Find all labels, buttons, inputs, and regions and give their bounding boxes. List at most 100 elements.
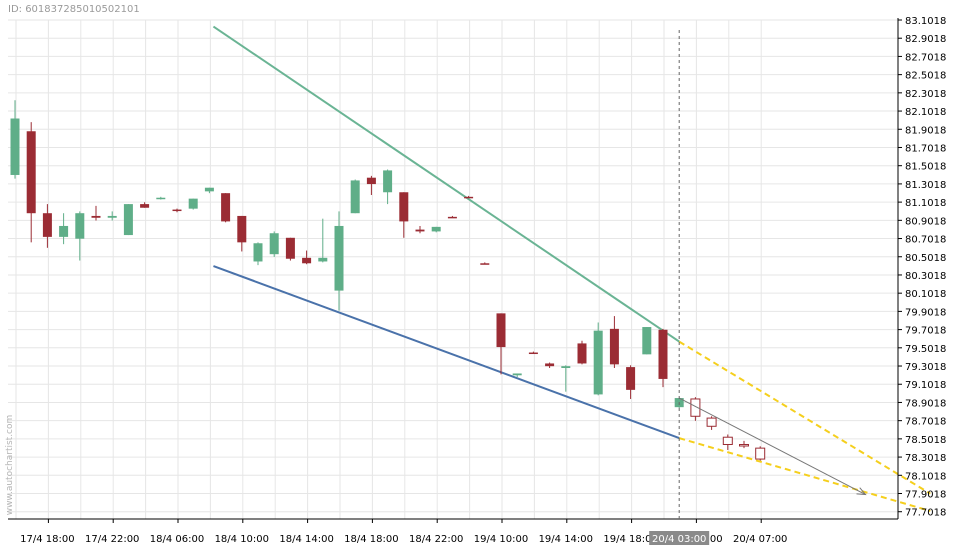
candle-body [447,216,457,219]
y-tick-label: 81.5018 [905,162,946,173]
support-line [213,265,680,440]
projected-candle-body [755,447,766,460]
y-tick-label: 83.1018 [905,16,946,27]
y-tick-label: 78.5018 [905,435,946,446]
x-tick-label: 18/4 06:00 [150,534,204,545]
x-tick-label: 17/4 18:00 [20,534,74,545]
y-tick-label: 78.3018 [905,453,946,464]
y-tick-label: 80.9018 [905,216,946,227]
y-tick-label: 79.3018 [905,362,946,373]
candle-body [496,313,506,348]
y-tick-label: 79.7018 [905,326,946,337]
candle-body [188,198,198,209]
candle-body [609,328,619,365]
y-tick-label: 81.3018 [905,180,946,191]
x-tick-label: 20/4 07:00 [733,534,787,545]
candle-body [464,196,474,199]
y-tick-label: 80.5018 [905,253,946,264]
candle-body [545,363,555,367]
candle-body [221,193,231,222]
candle-body [350,180,360,214]
pattern-id-label: ID: 601837285010502101 [8,4,140,15]
candle-body [253,243,263,262]
x-tick-label: 19/4 18:00 [603,534,657,545]
candle-body [269,233,279,255]
candle-body [172,209,182,212]
candle-body [302,257,312,264]
candle-body [399,192,409,222]
axes: 83.1018 82.9018 82.7018 82.5018 82.3018 82.10… [8,16,946,545]
candle-body [75,213,85,239]
candle-body [237,215,247,243]
candle-body [577,343,587,364]
candle-body [107,215,117,218]
support-projection-line [678,437,931,512]
candle-body [123,204,133,236]
projected-candle-body [739,443,749,447]
y-tick-label: 82.1018 [905,107,946,118]
y-tick-label: 80.1018 [905,289,946,300]
candle-series [10,100,684,409]
resistance-line [212,25,680,343]
candle-body [91,215,101,218]
grid-lines [8,19,898,519]
x-tick-label: 19/4 10:00 [474,534,528,545]
candle-body [593,330,603,395]
y-tick-label: 81.9018 [905,125,946,136]
projected-candle-body [706,417,717,427]
trend-lines [212,25,680,440]
candle-body [59,225,69,237]
y-tick-label: 82.9018 [905,34,946,45]
y-tick-label: 78.1018 [905,471,946,482]
x-tick-label: 19/4 14:00 [539,534,593,545]
forecast-arrow-head [856,487,867,496]
x-tick-label: 18/4 22:00 [409,534,463,545]
projected-candle-body [722,436,733,445]
y-tick-label: 82.7018 [905,52,946,63]
cursor-layer: 20/4 03:00 [649,30,710,545]
candle-body [528,352,538,355]
candle-body [156,197,166,200]
y-tick-label: 78.7018 [905,417,946,428]
cursor-label-bg [649,531,710,545]
forecast-layer [678,340,931,512]
y-tick-label: 79.5018 [905,344,946,355]
y-tick-label: 77.7018 [905,508,946,519]
x-tick-label: 17/4 22:00 [85,534,139,545]
resistance-projection-line [678,340,931,495]
candle-body [561,366,571,369]
candle-body [383,170,393,193]
candle-body [26,131,36,214]
y-tick-label: 82.3018 [905,89,946,100]
candle-body [658,329,668,379]
y-tick-label: 81.1018 [905,198,946,209]
candle-body [431,226,441,232]
y-tick-label: 78.9018 [905,398,946,409]
x-tick-label: 18/4 14:00 [279,534,333,545]
candle-body [140,204,150,208]
candle-body [642,327,652,355]
forecast-arrow-line [678,397,866,496]
y-tick-label: 77.9018 [905,490,946,501]
y-tick-label: 80.3018 [905,271,946,282]
candle-body [415,229,425,232]
candle-body [366,177,376,185]
x-tick-label: 18/4 18:00 [344,534,398,545]
projected-candle-body [690,398,701,417]
y-tick-label: 82.5018 [905,71,946,82]
candle-body [42,213,52,237]
candle-body [204,187,214,192]
candle-body [285,237,295,259]
candle-body [626,367,636,390]
candle-body [334,225,344,291]
cursor-label: 20/4 03:00 [652,534,706,545]
x-tick-label: 18/4 10:00 [215,534,269,545]
watermark-text: www.autochartist.com [5,414,15,516]
y-tick-label: 79.1018 [905,380,946,391]
candle-body [318,257,328,262]
candle-body [480,263,490,265]
candle-body [10,118,20,175]
y-tick-label: 79.9018 [905,307,946,318]
